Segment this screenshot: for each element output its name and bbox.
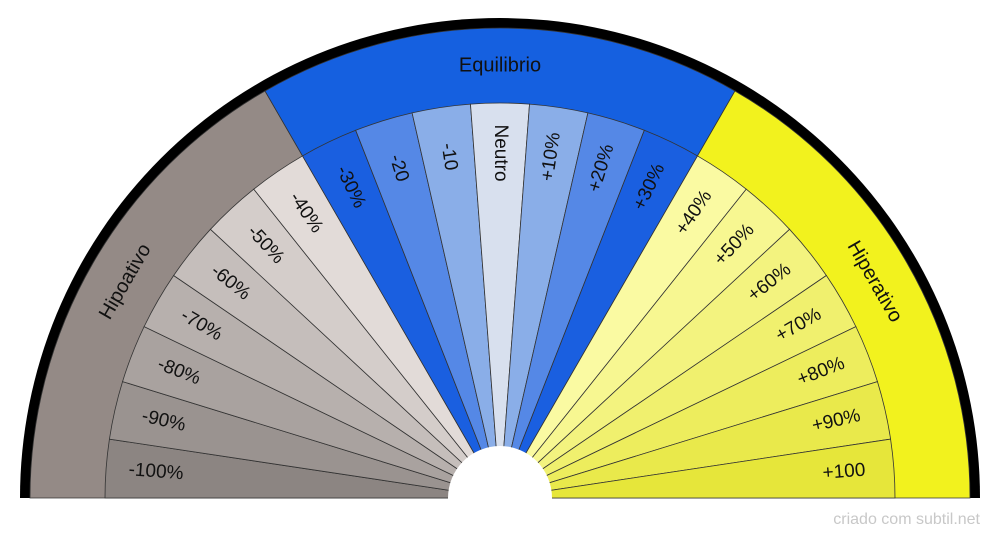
sector-label: -10	[437, 142, 462, 172]
sector-label: Neutro	[490, 124, 511, 181]
sectors: -100%-90%-80%-70%-60%-50%-40%-30% -20 -10 N…	[104, 102, 896, 499]
base-mask	[0, 499, 1000, 540]
sector	[499, 438, 896, 499]
band-label: Equilibrio	[459, 54, 541, 76]
sector-label: -100%	[128, 459, 184, 484]
sector-label: +100	[822, 460, 866, 484]
footer: criado com subtil.net	[833, 511, 980, 528]
